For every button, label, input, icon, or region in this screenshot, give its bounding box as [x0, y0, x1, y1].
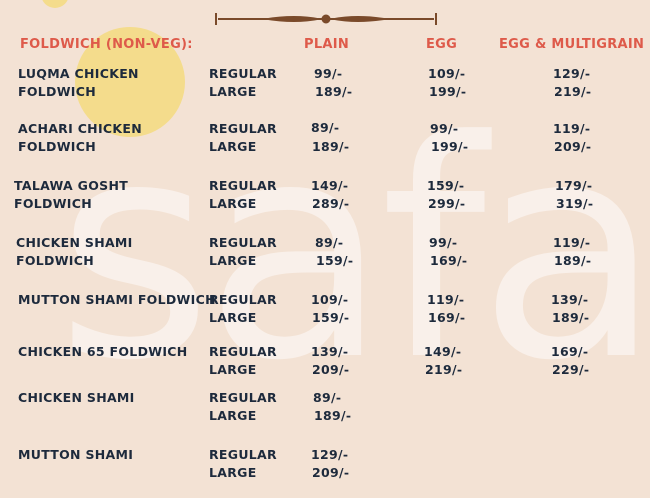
price: 189/-	[552, 310, 590, 325]
price: 119/-	[553, 235, 591, 250]
price: 169/-	[428, 310, 466, 325]
item-name: TALAWA GOSHT	[14, 178, 129, 193]
price: 289/-	[312, 196, 350, 211]
price: 219/-	[425, 362, 463, 377]
size-label: REGULAR	[209, 447, 277, 462]
price: 169/-	[430, 253, 468, 268]
item-name: FOLDWICH	[14, 196, 92, 211]
price: 319/-	[556, 196, 594, 211]
size-label: REGULAR	[209, 121, 277, 136]
column-header: PLAIN	[304, 37, 350, 52]
price: 129/-	[311, 447, 349, 462]
size-label: LARGE	[209, 196, 257, 211]
yellow-circle	[75, 27, 185, 137]
price: 119/-	[553, 121, 591, 136]
size-label: LARGE	[209, 310, 257, 325]
item-name: FOLDWICH	[18, 84, 96, 99]
price: 209/-	[312, 465, 350, 480]
price: 159/-	[312, 310, 350, 325]
size-label: REGULAR	[209, 235, 277, 250]
column-header: EGG	[426, 37, 458, 52]
size-label: LARGE	[209, 408, 257, 423]
price: 139/-	[551, 292, 589, 307]
price: 89/-	[315, 235, 344, 250]
size-label: LARGE	[209, 253, 257, 268]
price: 199/-	[431, 139, 469, 154]
section-title: FOLDWICH (NON-VEG):	[20, 37, 193, 52]
size-label: REGULAR	[209, 178, 277, 193]
ornament	[215, 13, 437, 25]
price: 99/-	[430, 121, 459, 136]
item-name: FOLDWICH	[18, 139, 96, 154]
size-label: REGULAR	[209, 292, 277, 307]
price: 189/-	[312, 139, 350, 154]
price: 209/-	[554, 139, 592, 154]
size-label: LARGE	[209, 139, 257, 154]
price: 219/-	[554, 84, 592, 99]
price: 139/-	[311, 344, 349, 359]
item-name: CHICKEN 65 FOLDWICH	[18, 344, 188, 359]
size-label: LARGE	[209, 362, 257, 377]
size-label: LARGE	[209, 84, 257, 99]
item-name: MUTTON SHAMI FOLDWICH	[18, 292, 216, 307]
price: 179/-	[555, 178, 593, 193]
item-name: LUQMA CHICKEN	[18, 66, 139, 81]
price: 189/-	[315, 84, 353, 99]
price: 299/-	[428, 196, 466, 211]
watermark: safa	[56, 77, 650, 426]
price: 129/-	[553, 66, 591, 81]
price: 209/-	[312, 362, 350, 377]
yellow-dot	[42, 0, 68, 8]
item-name: MUTTON SHAMI	[18, 447, 134, 462]
price: 119/-	[427, 292, 465, 307]
price: 149/-	[424, 344, 462, 359]
price: 189/-	[554, 253, 592, 268]
price: 149/-	[311, 178, 349, 193]
item-name: FOLDWICH	[16, 253, 94, 268]
price: 169/-	[551, 344, 589, 359]
size-label: REGULAR	[209, 344, 277, 359]
price: 89/-	[311, 120, 340, 135]
price: 99/-	[314, 66, 343, 81]
price: 189/-	[314, 408, 352, 423]
price: 229/-	[552, 362, 590, 377]
size-label: REGULAR	[209, 390, 277, 405]
price: 89/-	[313, 390, 342, 405]
price: 99/-	[429, 235, 458, 250]
price: 159/-	[316, 253, 354, 268]
size-label: REGULAR	[209, 66, 277, 81]
item-name: ACHARI CHICKEN	[18, 121, 142, 136]
column-header: EGG & MULTIGRAIN	[499, 37, 645, 52]
size-label: LARGE	[209, 465, 257, 480]
item-name: CHICKEN SHAMI	[16, 235, 133, 250]
price: 159/-	[427, 178, 465, 193]
price: 109/-	[311, 292, 349, 307]
price: 199/-	[429, 84, 467, 99]
item-name: CHICKEN SHAMI	[18, 390, 135, 405]
price: 109/-	[428, 66, 466, 81]
